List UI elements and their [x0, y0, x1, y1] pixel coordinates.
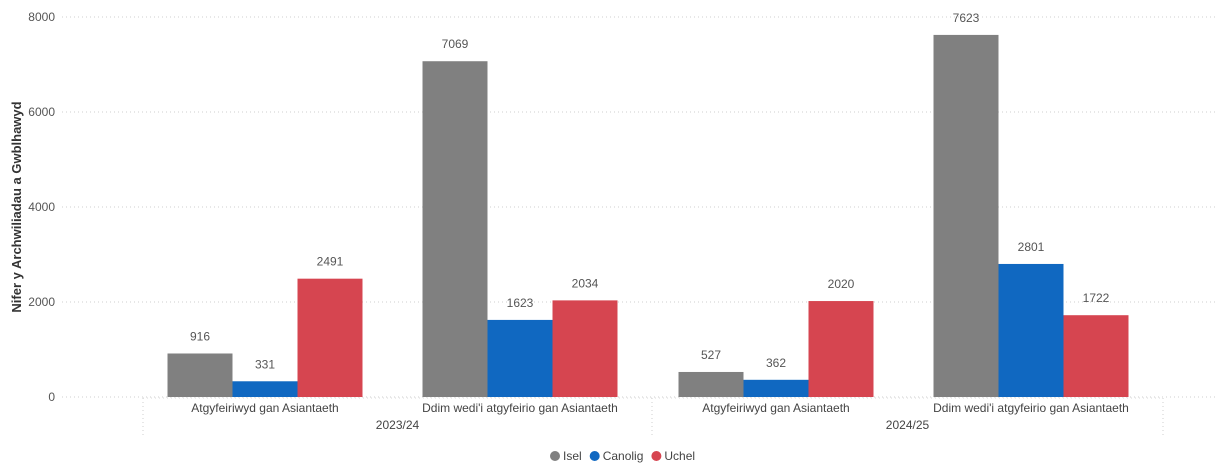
x-category-label: Atgyfeiriwyd gan Asiantaeth [191, 401, 338, 415]
data-label: 2034 [572, 276, 599, 290]
bar-canolig [232, 381, 298, 397]
bar-isel [167, 353, 233, 397]
y-tick-label: 0 [48, 390, 55, 404]
data-label: 527 [701, 348, 721, 362]
bar-uchel [808, 301, 874, 397]
bar-uchel [1063, 315, 1129, 397]
x-category-label: Ddim wedi'i atgyfeirio gan Asiantaeth [933, 401, 1129, 415]
legend-item-uchel[interactable]: Uchel [651, 449, 695, 463]
bar-canolig [743, 379, 809, 397]
legend-label: Uchel [664, 449, 695, 463]
legend-marker [651, 451, 662, 461]
data-label: 2801 [1018, 240, 1045, 254]
legend-label: Canolig [603, 449, 644, 463]
bar-canolig [487, 319, 553, 397]
x-group-label: 2024/25 [886, 418, 930, 432]
data-label: 2491 [317, 255, 344, 269]
bar-isel [933, 34, 999, 397]
data-label: 1722 [1083, 291, 1110, 305]
y-tick-label: 4000 [28, 200, 55, 214]
bars: 916 331 2491 7069 1623 2034 527 362 2020 7623 2801… [167, 11, 1129, 397]
data-label: 7623 [953, 11, 980, 25]
data-label: 2020 [828, 277, 855, 291]
y-tick-label: 8000 [28, 10, 55, 24]
y-tick-label: 6000 [28, 105, 55, 119]
x-axis: Atgyfeiriwyd gan Asiantaeth Ddim wedi'i a… [142, 397, 1164, 437]
legend-item-isel[interactable]: Isel [550, 449, 582, 463]
data-label: 7069 [442, 37, 469, 51]
data-label: 362 [766, 356, 786, 370]
bar-uchel [552, 300, 618, 397]
legend-marker [589, 451, 600, 461]
data-label: 331 [255, 357, 275, 371]
y-axis-title: Nifer y Archwiliadau a Gwblhawyd [9, 101, 24, 312]
bar-canolig [998, 263, 1064, 397]
data-label: 1623 [507, 296, 534, 310]
bar-uchel [297, 278, 363, 397]
x-category-label: Atgyfeiriwyd gan Asiantaeth [702, 401, 849, 415]
legend-marker [550, 451, 560, 461]
x-group-label: 2023/24 [376, 418, 420, 432]
x-category-label: Ddim wedi'i atgyfeirio gan Asiantaeth [422, 401, 618, 415]
y-axis-ticks: 0 2000 4000 6000 8000 [28, 10, 55, 404]
legend: Isel Canolig Uchel [550, 449, 695, 463]
bar-isel [422, 61, 488, 397]
legend-label: Isel [563, 449, 582, 463]
data-label: 916 [190, 329, 210, 343]
legend-item-canolig[interactable]: Canolig [589, 449, 644, 463]
y-tick-label: 2000 [28, 295, 55, 309]
bar-isel [678, 371, 744, 397]
